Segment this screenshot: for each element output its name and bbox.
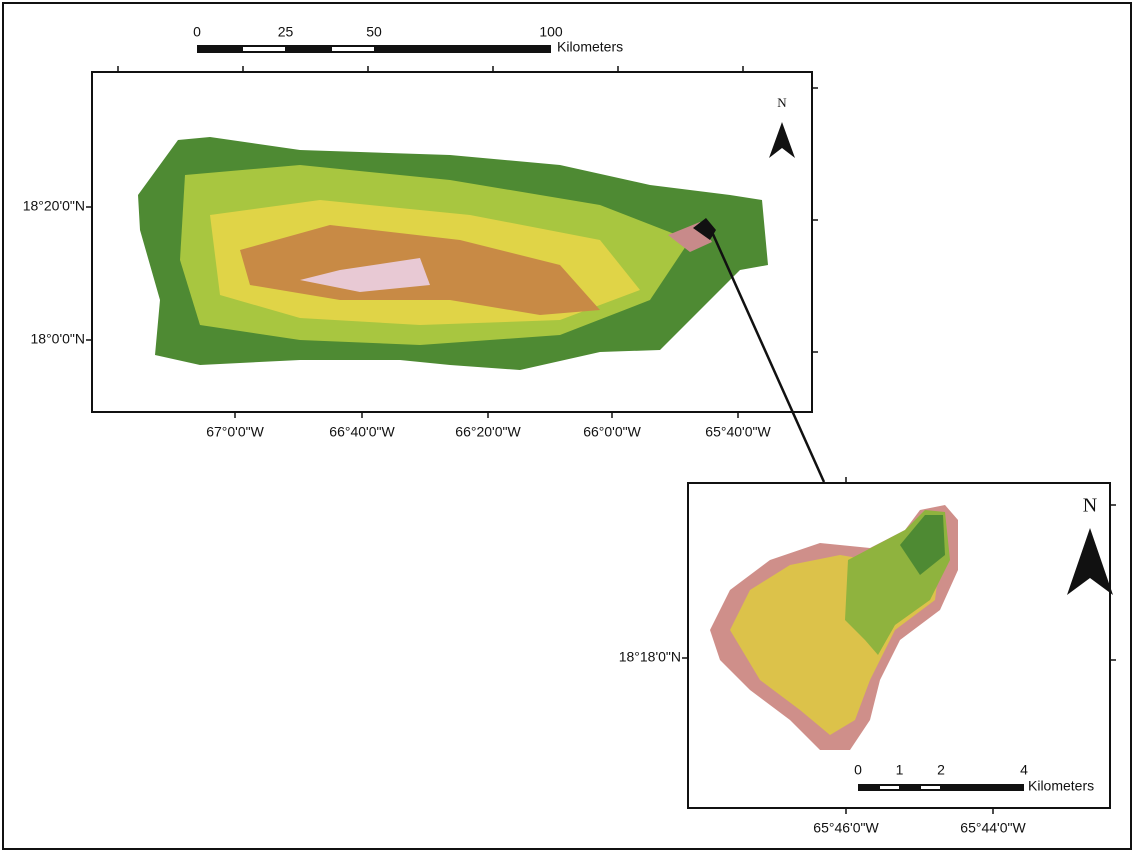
lat-label: 18°0'0"N bbox=[31, 331, 86, 347]
north-label: N bbox=[777, 95, 787, 110]
scale-tick-label: 100 bbox=[539, 24, 563, 40]
scale-tick-label: 0 bbox=[854, 762, 862, 778]
scale-segment bbox=[880, 786, 899, 789]
scale-unit: Kilometers bbox=[557, 39, 623, 55]
inset-map: N Kilometers 18°18'0"N 65°46'0"W 65°44'0… bbox=[619, 477, 1116, 836]
lat-label: 18°18'0"N bbox=[619, 649, 681, 665]
lon-label: 66°0'0"W bbox=[583, 424, 641, 440]
lon-label: 66°20'0"W bbox=[455, 424, 521, 440]
map-figure: N Kilometers 18°20'0"N 18°0'0"N 67°0'0"W… bbox=[0, 0, 1135, 852]
north-label: N bbox=[1083, 495, 1097, 517]
lat-label: 18°20'0"N bbox=[23, 198, 85, 214]
scale-segment bbox=[332, 47, 374, 51]
scale-tick-label: 2 bbox=[937, 762, 945, 778]
scale-tick-label: 50 bbox=[366, 24, 382, 40]
lon-label: 65°44'0"W bbox=[960, 820, 1026, 836]
lon-label: 65°46'0"W bbox=[813, 820, 879, 836]
scale-tick-label: 1 bbox=[896, 762, 904, 778]
scale-tick-label: 25 bbox=[278, 24, 294, 40]
scale-tick-label: 0 bbox=[193, 24, 201, 40]
scale-segment bbox=[243, 47, 285, 51]
lon-label: 67°0'0"W bbox=[206, 424, 264, 440]
lon-label: 66°40'0"W bbox=[329, 424, 395, 440]
scale-tick-label: 4 bbox=[1020, 762, 1028, 778]
lon-label: 65°40'0"W bbox=[705, 424, 771, 440]
scale-segment bbox=[921, 786, 940, 789]
scale-unit: Kilometers bbox=[1028, 778, 1094, 794]
